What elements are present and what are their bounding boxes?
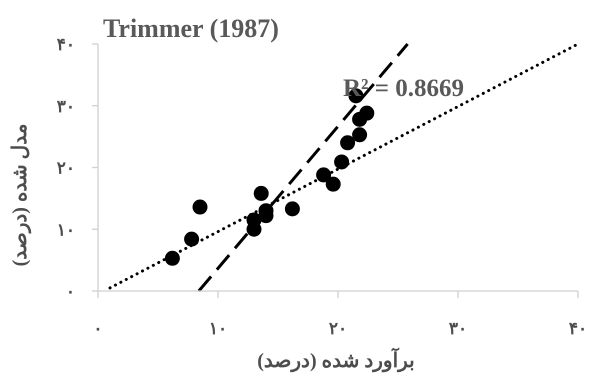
data-point xyxy=(284,201,300,217)
x-ticks: ۰ ۱۰ ۲۰ ۳۰ ۴۰ xyxy=(93,291,587,338)
data-point xyxy=(253,185,269,201)
x-tick-label: ۴۰ xyxy=(569,319,587,338)
y-tick-label: ۰ xyxy=(66,282,75,301)
data-point xyxy=(164,250,180,266)
y-ticks: ۰ ۱۰ ۲۰ ۳۰ ۴۰ xyxy=(57,35,98,301)
dashed-trend-line xyxy=(197,43,409,292)
y-tick-label: ۱۰ xyxy=(57,220,75,239)
data-point xyxy=(316,167,332,183)
data-points xyxy=(164,88,375,266)
data-point xyxy=(258,203,274,219)
x-tick-label: ۱۰ xyxy=(209,319,227,338)
data-point xyxy=(246,212,262,228)
data-point xyxy=(340,135,356,151)
data-point xyxy=(334,154,350,170)
x-tick-label: ۰ xyxy=(93,319,102,338)
data-point xyxy=(348,88,364,104)
x-tick-label: ۳۰ xyxy=(449,319,467,338)
y-axis-title: مدل شده (درصد) xyxy=(9,124,32,267)
y-tick-label: ۲۰ xyxy=(57,159,75,178)
data-point xyxy=(325,176,341,192)
data-point xyxy=(184,231,200,247)
y-tick-label: ۴۰ xyxy=(57,35,75,54)
y-tick-label: ۳۰ xyxy=(57,97,75,116)
data-point xyxy=(352,127,368,143)
chart-title: Trimmer (1987) xyxy=(103,14,279,43)
data-point xyxy=(192,199,208,215)
r-squared-annotation: R² = 0.8669 xyxy=(343,75,464,102)
x-axis-title: برآورد شده (درصد) xyxy=(257,347,414,373)
data-point xyxy=(359,105,375,121)
x-tick-label: ۲۰ xyxy=(329,319,347,338)
